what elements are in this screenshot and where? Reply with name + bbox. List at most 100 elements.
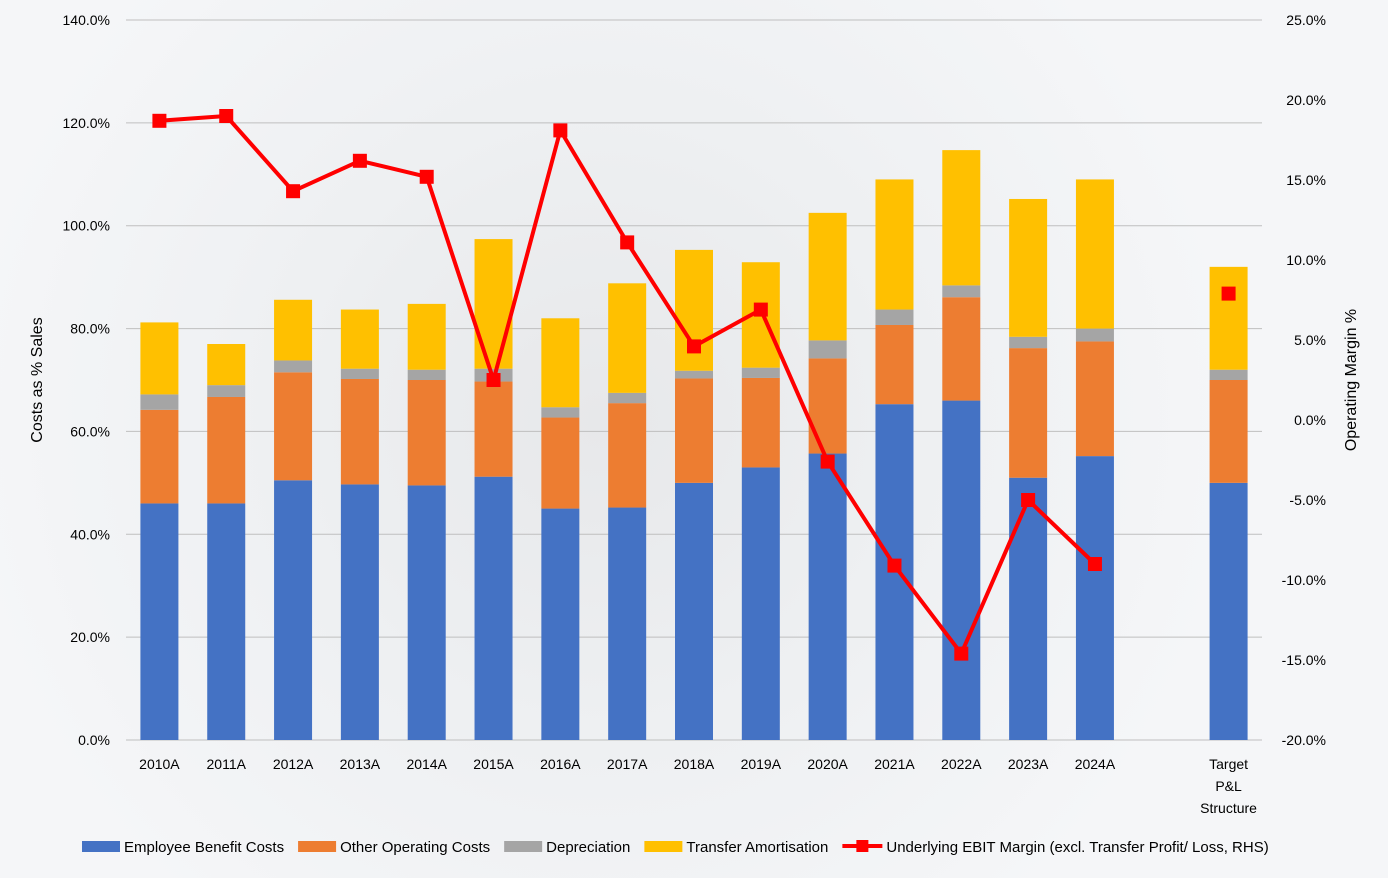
bar-segment-depreciation xyxy=(1075,328,1114,342)
bar-segment-depreciation xyxy=(274,360,313,373)
x-tick-label: 2015A xyxy=(473,756,514,772)
bar-segment-transfer-amortisation xyxy=(274,299,313,361)
bar-segment-other-operating-costs xyxy=(808,358,847,454)
legend-label: Transfer Amortisation xyxy=(686,839,828,856)
legend-label: Underlying EBIT Margin (excl. Transfer P… xyxy=(886,839,1268,856)
bar-segment-depreciation xyxy=(608,392,647,404)
bar-segment-transfer-amortisation xyxy=(140,322,179,395)
bar-segment-employee-benefit-costs xyxy=(207,503,246,740)
x-tick-label: Target xyxy=(1209,756,1248,772)
ebit-margin-marker xyxy=(553,123,568,138)
ebit-margin-marker xyxy=(486,373,501,387)
bar-segment-transfer-amortisation xyxy=(1009,198,1048,337)
right-tick-label: -20.0% xyxy=(1282,732,1326,748)
legend-item: Other Operating Costs xyxy=(298,839,490,856)
bar-segment-depreciation xyxy=(875,309,914,325)
legend-swatch-marker xyxy=(856,840,869,852)
right-axis-title: Operating Margin % xyxy=(1343,309,1360,451)
bar-segment-transfer-amortisation xyxy=(1075,179,1114,329)
left-tick-label: 100.0% xyxy=(63,218,110,234)
x-tick-label: 2020A xyxy=(807,756,848,772)
bar-segment-employee-benefit-costs xyxy=(140,503,179,740)
right-tick-label: 20.0% xyxy=(1286,92,1326,108)
left-tick-label: 140.0% xyxy=(63,12,110,28)
bar-segment-employee-benefit-costs xyxy=(1075,456,1114,740)
right-tick-label: 15.0% xyxy=(1286,172,1326,188)
legend-swatch xyxy=(82,841,120,852)
bar-segment-transfer-amortisation xyxy=(875,179,914,310)
bar-segment-employee-benefit-costs xyxy=(808,453,847,740)
bar-segment-depreciation xyxy=(407,369,446,380)
bar-segment-employee-benefit-costs xyxy=(541,508,580,740)
ebit-margin-marker xyxy=(286,184,301,199)
legend-swatch xyxy=(644,841,683,852)
x-tick-label: 2014A xyxy=(406,756,447,772)
x-tick-label: 2024A xyxy=(1075,756,1116,772)
bar-segment-depreciation xyxy=(741,367,780,378)
x-tick-label: 2018A xyxy=(674,756,715,772)
legend-label: Other Operating Costs xyxy=(340,839,490,856)
bar-segment-employee-benefit-costs xyxy=(407,485,446,740)
bar-segment-transfer-amortisation xyxy=(340,309,379,369)
ebit-margin-marker xyxy=(1087,557,1102,571)
ebit-margin-marker xyxy=(219,109,234,123)
ebit-margin-marker xyxy=(753,302,768,317)
right-tick-label: 5.0% xyxy=(1294,332,1326,348)
left-tick-label: 120.0% xyxy=(63,115,110,131)
bar-segment-depreciation xyxy=(808,340,847,359)
left-axis-title: Costs as % Sales xyxy=(29,317,46,442)
right-tick-label: 10.0% xyxy=(1286,252,1326,268)
x-tick-label: 2010A xyxy=(139,756,180,772)
bar-segment-other-operating-costs xyxy=(274,372,313,481)
bar-segment-other-operating-costs xyxy=(407,380,446,486)
ebit-margin-marker xyxy=(352,153,367,168)
legend-swatch xyxy=(504,841,543,852)
x-tick-label: P&L xyxy=(1215,778,1242,794)
bar-segment-other-operating-costs xyxy=(942,297,981,401)
bar-segment-other-operating-costs xyxy=(875,324,914,405)
bar-segment-transfer-amortisation xyxy=(942,150,981,286)
legend-item: Underlying EBIT Margin (excl. Transfer P… xyxy=(842,839,1269,856)
bar-segment-depreciation xyxy=(1209,369,1248,380)
bar-segment-other-operating-costs xyxy=(1075,341,1114,457)
x-tick-label: 2011A xyxy=(207,756,247,772)
left-tick-label: 0.0% xyxy=(78,732,110,748)
ebit-margin-marker xyxy=(887,558,902,573)
ebit-margin-marker xyxy=(152,113,167,128)
bar-segment-depreciation xyxy=(207,385,246,397)
x-tick-label: 2021A xyxy=(874,756,915,772)
x-tick-label: 2017A xyxy=(607,756,648,772)
bar-segment-depreciation xyxy=(541,407,580,418)
right-tick-label: 25.0% xyxy=(1286,12,1326,28)
bar-segment-other-operating-costs xyxy=(608,403,647,508)
left-tick-label: 20.0% xyxy=(70,629,110,645)
x-tick-label: 2013A xyxy=(340,756,381,772)
bar-segment-transfer-amortisation xyxy=(608,283,647,393)
legend-item: Depreciation xyxy=(504,839,630,856)
bar-segment-depreciation xyxy=(1009,336,1048,349)
x-tick-label: 2022A xyxy=(941,756,982,772)
bar-segment-other-operating-costs xyxy=(207,396,246,504)
bar-segment-employee-benefit-costs xyxy=(1209,482,1248,740)
bar-segment-employee-benefit-costs xyxy=(675,482,713,740)
bar-segment-transfer-amortisation xyxy=(207,344,246,386)
ebit-margin-marker xyxy=(620,235,635,250)
ebit-margin-marker xyxy=(954,646,969,661)
bar-segment-other-operating-costs xyxy=(1209,380,1248,483)
x-tick-label: 2012A xyxy=(273,756,314,772)
x-tick-label: 2019A xyxy=(741,756,782,772)
bar-segment-employee-benefit-costs xyxy=(608,507,647,740)
ebit-margin-marker xyxy=(1021,493,1036,507)
x-tick-label: 2023A xyxy=(1008,756,1049,772)
x-tick-label: Structure xyxy=(1200,800,1257,816)
bar-segment-transfer-amortisation xyxy=(808,212,847,341)
legend-label: Employee Benefit Costs xyxy=(124,839,284,856)
bar-segment-transfer-amortisation xyxy=(474,239,513,369)
bar-segment-other-operating-costs xyxy=(675,378,713,483)
bar-segment-depreciation xyxy=(340,368,379,379)
ebit-margin-marker xyxy=(1221,286,1236,301)
left-tick-label: 40.0% xyxy=(70,526,110,542)
bar-segment-depreciation xyxy=(140,394,179,410)
